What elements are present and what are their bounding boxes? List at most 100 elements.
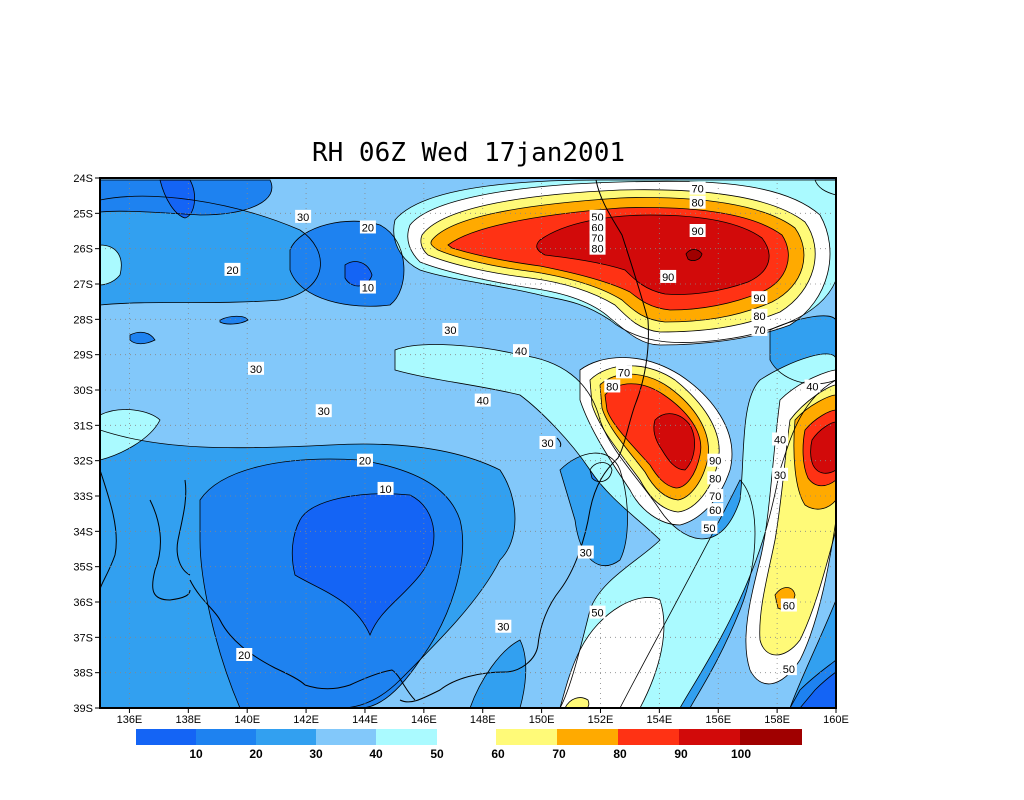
- contour-label: 30: [497, 622, 509, 634]
- contour-label-bg: [689, 224, 706, 237]
- colorbar-label: 30: [309, 747, 323, 761]
- y-tick-label: 35S: [73, 562, 93, 574]
- coast-east: [399, 179, 649, 703]
- contour-label-bg: [780, 662, 797, 676]
- contour-label-bg: [442, 322, 459, 336]
- y-tick-label: 29S: [73, 350, 93, 362]
- contour-label-bg: [780, 598, 797, 612]
- contour-label: 80: [753, 311, 765, 323]
- contour-label-bg: [707, 453, 724, 467]
- coast-sa-west: [100, 469, 117, 591]
- contour-label: 90: [662, 272, 674, 284]
- contour-label: 50: [591, 608, 603, 620]
- contour-label-bg: [359, 220, 376, 234]
- contour-label-bg: [474, 393, 491, 407]
- contour-label-bg: [377, 481, 394, 495]
- contour-label-bg: [295, 209, 312, 223]
- contour-label: 70: [618, 367, 630, 379]
- band-10-20-small2: [220, 316, 248, 325]
- band-lt10-corner-contour: [799, 671, 836, 708]
- y-tick-label: 38S: [73, 668, 93, 680]
- contour-label: 60: [783, 601, 795, 613]
- y-tick-label: 31S: [73, 420, 93, 432]
- contour-label-bg: [589, 605, 606, 619]
- axes: 136E 138E 140E 142E 144E 146E 148E 150E 152E 154E…: [73, 173, 848, 726]
- contour-label-bg: [751, 308, 768, 322]
- band-10-20-n-contour: [289, 220, 405, 307]
- x-tick-label: 150E: [529, 714, 555, 726]
- band-10-20-nw-contour: [100, 179, 273, 216]
- contour-label-bg: [701, 520, 718, 534]
- contour-label: 90: [709, 456, 721, 468]
- x-tick-label: 158E: [764, 714, 790, 726]
- colorbar-label: 70: [552, 747, 566, 761]
- colorbar-label: 80: [613, 747, 627, 761]
- contour-label: 60: [709, 505, 721, 517]
- contour-label: 70: [709, 491, 721, 503]
- band-90-100-center-contour: [653, 413, 695, 471]
- band-70-80-north-contour: [430, 197, 805, 323]
- y-tick-label: 27S: [73, 279, 93, 291]
- coast-island: [556, 437, 562, 448]
- contour-label: 30: [297, 212, 309, 224]
- x-tick-label: 156E: [705, 714, 731, 726]
- coast-vic: [189, 579, 306, 686]
- contour-label-bg: [589, 231, 606, 245]
- y-tick-label: 34S: [73, 526, 93, 538]
- contour-label: 40: [515, 346, 527, 358]
- band-lt10-nw: [160, 180, 195, 218]
- contour-label: 80: [709, 473, 721, 485]
- band-lt10-n: [345, 261, 372, 286]
- band-40-50-west-contour: [100, 409, 161, 461]
- colorbar-swatch: [196, 729, 257, 745]
- y-tick-label: 28S: [73, 314, 93, 326]
- band-50-60-south-contour: [559, 597, 665, 708]
- band-80-90-east-contour: [802, 409, 836, 487]
- colorbar-label: 60: [491, 747, 505, 761]
- band-10-20-s-contour: [199, 458, 463, 708]
- y-tick-label: 32S: [73, 456, 93, 468]
- contour-label: 20: [359, 456, 371, 468]
- band-70-80-east-contour: [793, 394, 836, 510]
- y-tick-label: 37S: [73, 632, 93, 644]
- colorbar-swatch: [256, 729, 317, 745]
- contour-label: 30: [444, 325, 456, 337]
- coast-spencer: [149, 499, 191, 601]
- band-90-100-center: [653, 413, 695, 470]
- band-60-70-south: [565, 697, 589, 708]
- contour-label: 50: [783, 664, 795, 676]
- y-tick-label: 39S: [73, 703, 93, 715]
- colorbar-swatch: [496, 729, 558, 745]
- colorbar-swatch: [376, 729, 437, 745]
- band-50-60-south: [560, 597, 664, 708]
- band-20-30-se-contour: [469, 639, 527, 708]
- contour-label-bg: [804, 379, 821, 393]
- y-tick-label: 24S: [73, 173, 93, 185]
- y-tick-label: 33S: [73, 491, 93, 503]
- band-60-70-north-contour: [420, 189, 816, 333]
- band-gt100: [686, 249, 702, 261]
- band-20-30-se: [470, 640, 526, 708]
- colorbar-swatch: [679, 729, 741, 745]
- x-tick-label: 146E: [411, 714, 437, 726]
- contour-label: 70: [753, 325, 765, 337]
- contour-label-bg: [751, 322, 768, 336]
- contour-label-bg: [604, 379, 621, 393]
- x-tick-label: 140E: [234, 714, 260, 726]
- coast-vic-east: [304, 669, 416, 701]
- contour-label-bg: [589, 220, 606, 234]
- contour-label: 20: [362, 222, 374, 234]
- contour-label-bg: [589, 209, 606, 223]
- band-40-50-w2-contour: [100, 244, 122, 286]
- contour-label-bg: [248, 361, 265, 375]
- x-tick-label: 136E: [117, 714, 143, 726]
- band-10-20-small2-contour: [219, 315, 249, 325]
- contour-label: 20: [226, 265, 238, 277]
- contour-label-bg: [772, 432, 789, 446]
- colorbar-label: 50: [430, 747, 444, 761]
- x-tick-label: 138E: [175, 714, 201, 726]
- contour-label: 50: [703, 523, 715, 535]
- contour-label-bg: [707, 471, 724, 485]
- contour-label-bg: [689, 195, 706, 209]
